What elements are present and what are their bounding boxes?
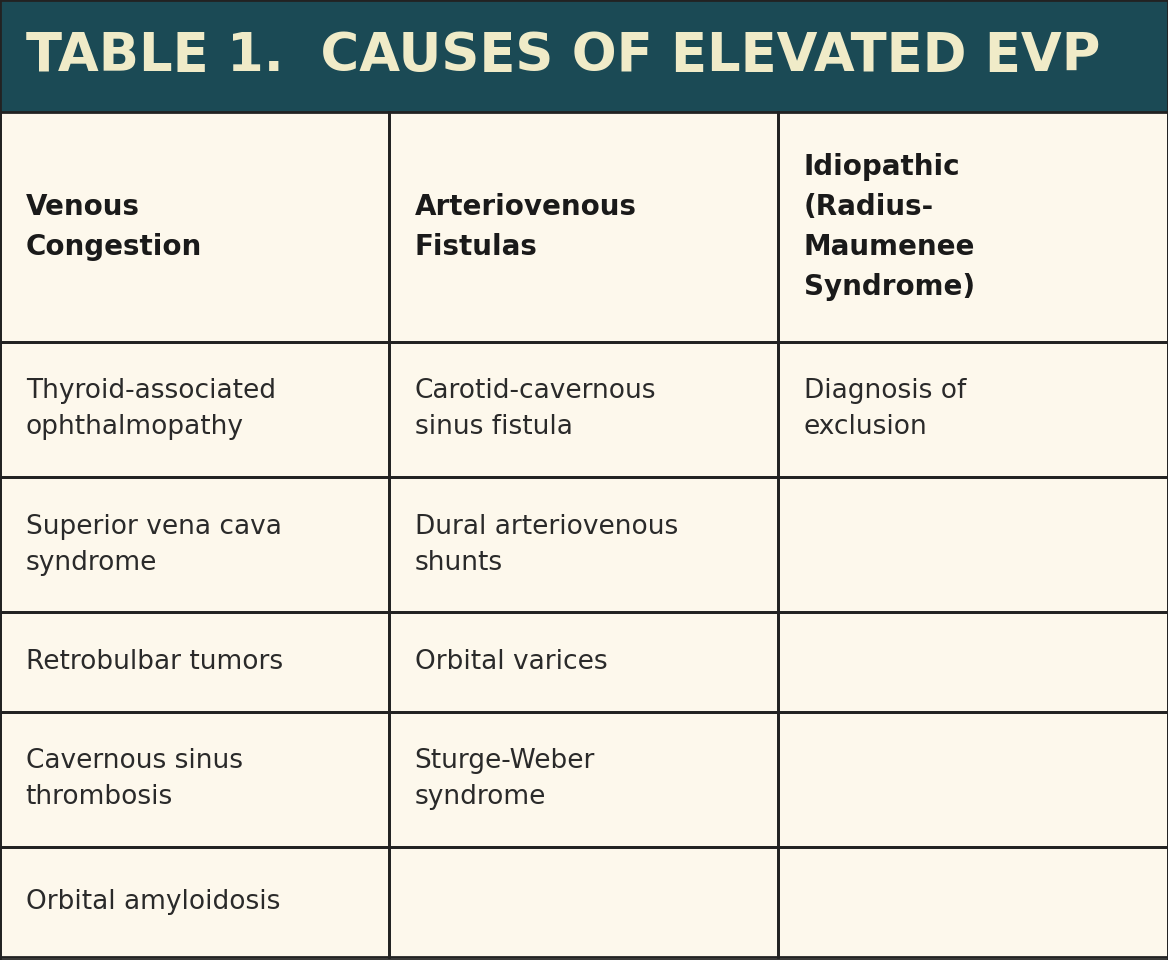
Bar — [389, 477, 778, 612]
Bar — [0, 612, 389, 712]
Bar — [778, 712, 1168, 847]
Text: Orbital amyloidosis: Orbital amyloidosis — [26, 889, 280, 915]
Text: Cavernous sinus
thrombosis: Cavernous sinus thrombosis — [26, 749, 243, 810]
Text: Sturge-Weber
syndrome: Sturge-Weber syndrome — [415, 749, 595, 810]
Text: Superior vena cava
syndrome: Superior vena cava syndrome — [26, 514, 281, 575]
Bar — [778, 477, 1168, 612]
Text: Dural arteriovenous
shunts: Dural arteriovenous shunts — [415, 514, 677, 575]
Bar — [0, 342, 389, 477]
Bar — [778, 112, 1168, 342]
Text: Retrobulbar tumors: Retrobulbar tumors — [26, 649, 283, 675]
Bar — [0, 0, 1168, 112]
Text: Venous
Congestion: Venous Congestion — [26, 193, 202, 261]
Bar — [0, 112, 389, 342]
Text: Carotid-cavernous
sinus fistula: Carotid-cavernous sinus fistula — [415, 378, 656, 441]
Text: Arteriovenous
Fistulas: Arteriovenous Fistulas — [415, 193, 637, 261]
Text: Idiopathic
(Radius-
Maumenee
Syndrome): Idiopathic (Radius- Maumenee Syndrome) — [804, 153, 975, 301]
Bar — [389, 342, 778, 477]
Bar — [0, 477, 389, 612]
Bar — [0, 847, 389, 957]
Bar — [389, 847, 778, 957]
Bar — [389, 612, 778, 712]
Text: Orbital varices: Orbital varices — [415, 649, 607, 675]
Bar — [778, 342, 1168, 477]
Bar — [778, 847, 1168, 957]
Text: Diagnosis of
exclusion: Diagnosis of exclusion — [804, 378, 966, 441]
Bar — [389, 712, 778, 847]
Bar — [389, 112, 778, 342]
Text: TABLE 1.  CAUSES OF ELEVATED EVP: TABLE 1. CAUSES OF ELEVATED EVP — [26, 30, 1100, 82]
Bar — [0, 712, 389, 847]
Bar — [778, 612, 1168, 712]
Text: Thyroid-associated
ophthalmopathy: Thyroid-associated ophthalmopathy — [26, 378, 276, 441]
Bar — [0, 112, 1168, 960]
